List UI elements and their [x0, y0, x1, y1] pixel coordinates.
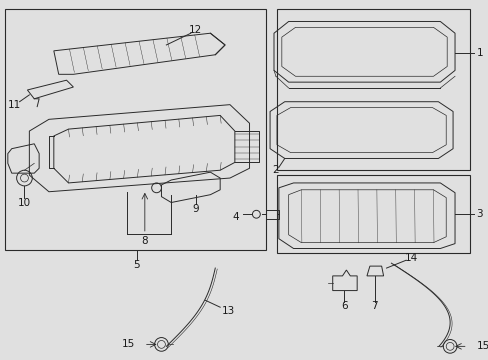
Text: 10: 10	[18, 198, 31, 207]
Bar	[276, 9, 469, 170]
Text: 15: 15	[476, 341, 488, 351]
Text: 7: 7	[371, 301, 377, 311]
Text: 15: 15	[122, 339, 135, 350]
Text: 6: 6	[341, 301, 347, 311]
Text: 9: 9	[192, 204, 199, 214]
Text: 13: 13	[221, 306, 234, 316]
Text: 12: 12	[189, 25, 202, 35]
Text: 14: 14	[404, 253, 417, 263]
Text: 11: 11	[8, 100, 21, 110]
Text: 5: 5	[133, 260, 140, 270]
Text: 4: 4	[232, 212, 238, 222]
Bar	[276, 175, 469, 253]
Text: 3: 3	[476, 209, 482, 219]
Bar	[5, 9, 265, 251]
Text: 1: 1	[476, 48, 482, 58]
Text: 2: 2	[272, 165, 279, 175]
Text: 8: 8	[141, 236, 148, 246]
